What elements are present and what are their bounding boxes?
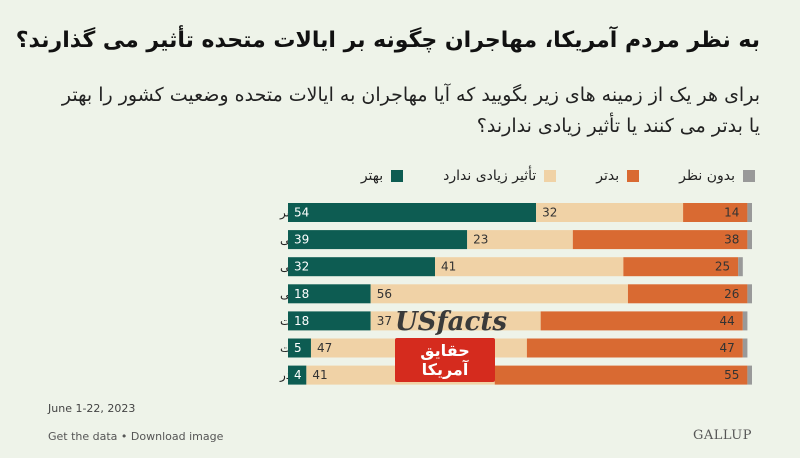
- value-label: 18: [294, 287, 309, 301]
- legend-label-better: بهتر: [360, 168, 384, 184]
- legend-item-better: بهتر: [360, 168, 404, 184]
- legend-swatch-no-opinion: [743, 170, 755, 182]
- value-label: 26: [724, 287, 739, 301]
- footer-links[interactable]: Get the data • Download image: [48, 430, 224, 443]
- bar-segment: [742, 338, 748, 358]
- bar-row: فرصت های شغلی185626: [280, 284, 752, 304]
- value-label: 47: [720, 341, 735, 355]
- value-label: 37: [377, 314, 392, 328]
- legend-swatch-better: [391, 170, 404, 182]
- value-label: 47: [317, 341, 332, 355]
- bar-segment: [747, 365, 752, 385]
- bar-segment: [742, 311, 748, 331]
- usfacts-watermark: USfacts حقایق آمریکا: [395, 307, 507, 382]
- bar-row: مسئله مواد مخدر44155: [279, 365, 752, 385]
- bar-row: ارزش های اخلاقی و اجتماعی324125: [280, 257, 743, 277]
- bar-row: غذا، موسیقی و هنر543214: [279, 203, 752, 222]
- bar-segment: [627, 284, 748, 304]
- bar-segment: [288, 338, 311, 358]
- value-label: 55: [724, 368, 739, 382]
- bar-segment: [683, 203, 748, 222]
- gallup-logo: GALLUP: [692, 428, 752, 443]
- legend-label-no-effect: تأثیر زیادی ندارد: [443, 168, 537, 184]
- value-label: 54: [294, 206, 309, 220]
- survey-date: June 1-22, 2023: [48, 402, 136, 415]
- legend-label-worse: بدتر: [596, 168, 620, 184]
- bar-segment: [540, 311, 743, 331]
- legend-item-no-effect: تأثیر زیادی ندارد: [443, 168, 557, 184]
- bar-segment: [288, 203, 537, 222]
- value-label: 41: [441, 260, 456, 274]
- bar-segment: [747, 230, 752, 250]
- bar-segment: [536, 203, 684, 222]
- watermark-red-box: حقایق آمریکا: [395, 338, 495, 382]
- bar-segment: [288, 257, 436, 277]
- bar-segment: [370, 284, 628, 304]
- value-label: 5: [294, 341, 302, 355]
- bar-segment: [738, 257, 743, 277]
- value-label: 39: [294, 233, 309, 247]
- bar-row: اقتصاد به طور کلی392338: [280, 230, 752, 250]
- value-label: 44: [720, 314, 735, 328]
- page-title: به نظر مردم آمریکا، مهاجران چگونه بر ایا…: [15, 28, 760, 53]
- bar-segment: [572, 230, 748, 250]
- bar-segment: [467, 230, 573, 250]
- watermark-line-1: حقایق: [420, 341, 470, 360]
- bar-segment: [288, 230, 468, 250]
- value-label: 56: [377, 287, 392, 301]
- value-label: 38: [724, 233, 739, 247]
- bar-row: مالیات183744: [280, 311, 748, 331]
- value-label: 25: [715, 260, 730, 274]
- bar-segment: [526, 338, 743, 358]
- value-label: 4: [294, 368, 302, 382]
- bar-segment: [747, 203, 752, 222]
- bar-segment: [370, 311, 541, 331]
- legend-swatch-no-effect: [544, 170, 557, 182]
- bar-segment: [623, 257, 739, 277]
- page-subtitle: برای هر یک از زمینه های زیر بگویید که آی…: [61, 84, 760, 137]
- legend: بهتر تأثیر زیادی ندارد بدتر بدون نظر: [361, 168, 755, 184]
- legend-item-worse: بدتر: [596, 168, 640, 184]
- legend-swatch-worse: [627, 170, 640, 182]
- bar-segment: [288, 284, 371, 304]
- bar-row: وضعیت جرم و جنایت54747: [280, 338, 748, 358]
- bar-segment: [288, 311, 371, 331]
- value-label: 32: [294, 260, 309, 274]
- value-label: 18: [294, 314, 309, 328]
- value-label: 23: [473, 233, 488, 247]
- watermark-line-2: آمریکا: [421, 360, 469, 379]
- bar-segment: [288, 365, 307, 385]
- bar-segment: [747, 284, 752, 304]
- value-label: 14: [724, 206, 739, 220]
- bar-segment: [494, 365, 748, 385]
- watermark-usfacts-text: USfacts: [395, 307, 507, 337]
- value-label: 32: [542, 206, 557, 220]
- legend-label-no-opinion: بدون نظر: [679, 168, 735, 184]
- value-label: 41: [312, 368, 327, 382]
- legend-item-no-opinion: بدون نظر: [679, 168, 755, 184]
- bar-segment: [435, 257, 624, 277]
